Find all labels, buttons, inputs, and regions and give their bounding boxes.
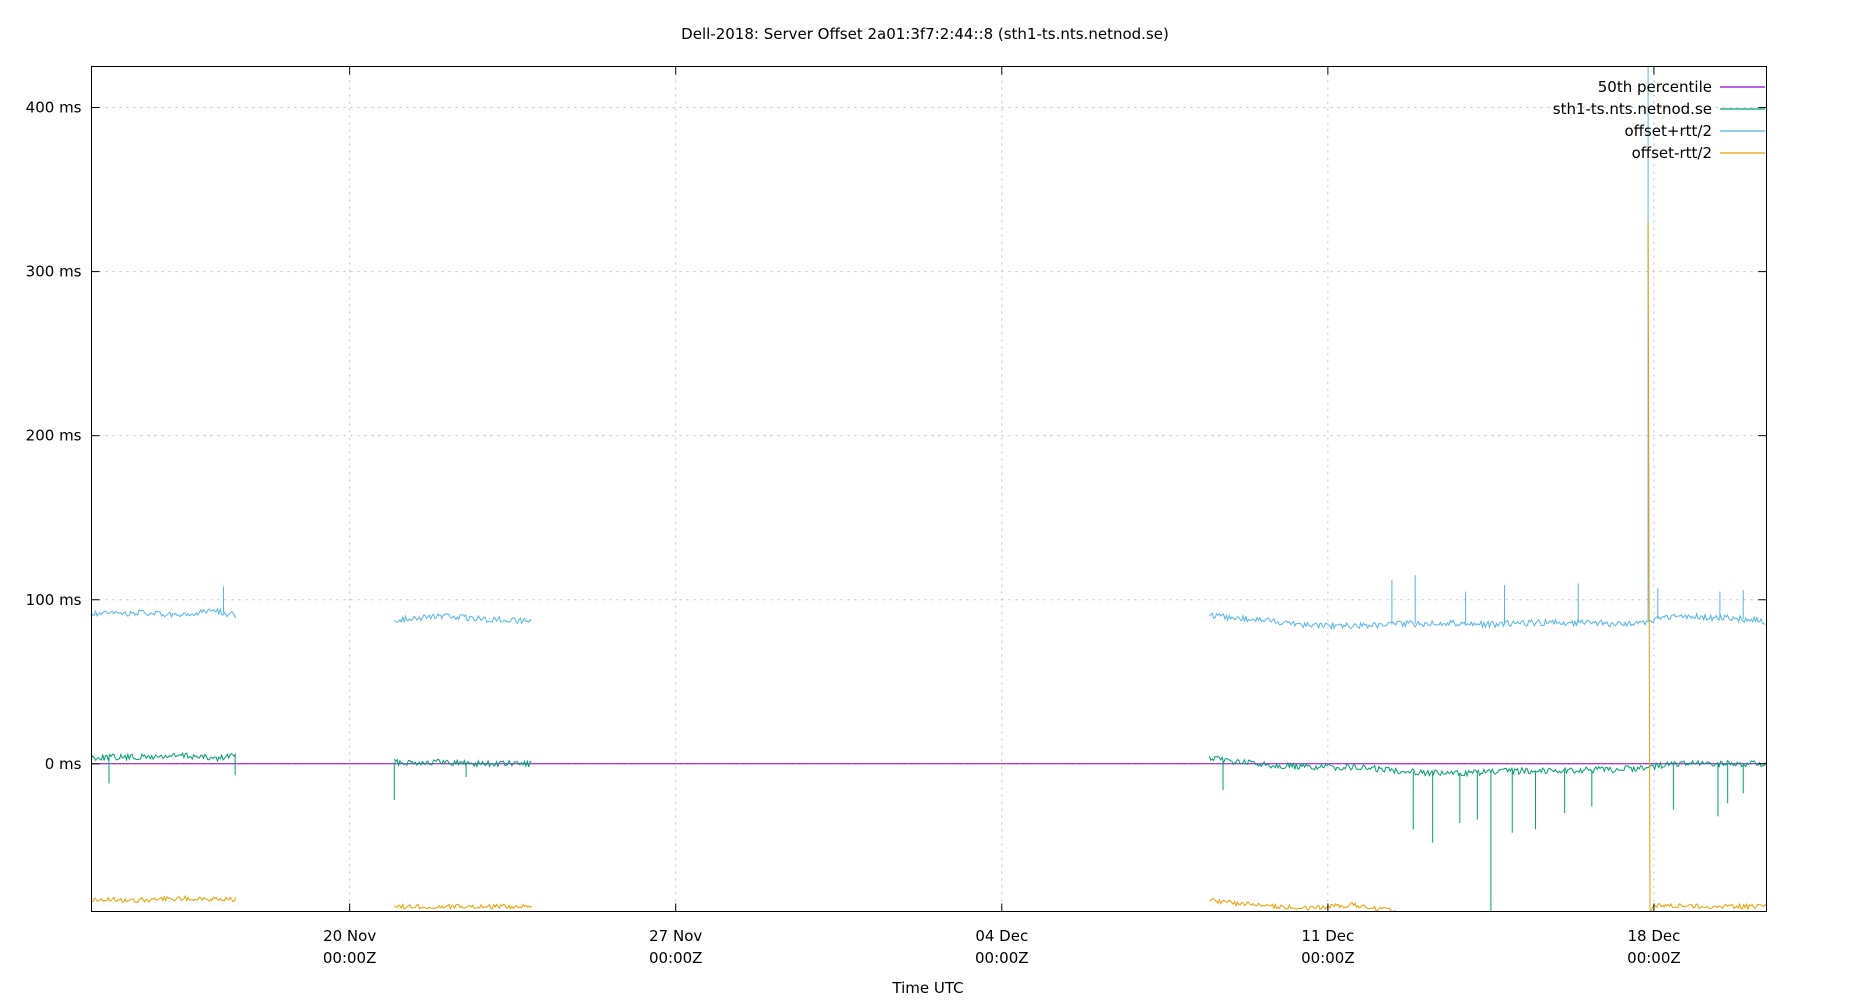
series-line	[393, 903, 532, 910]
x-tick-label: 00:00Z	[323, 949, 377, 967]
x-tick-label: 27 Nov	[649, 927, 702, 945]
series-1	[91, 751, 1766, 912]
x-tick-label: 04 Dec	[975, 927, 1028, 945]
y-tick-label: 200 ms	[26, 427, 82, 445]
x-axis-label: Time UTC	[891, 979, 963, 997]
series-line	[1209, 897, 1398, 912]
x-tick-label: 00:00Z	[1301, 949, 1355, 967]
series-layer	[91, 66, 1767, 912]
x-tick-label: 11 Dec	[1301, 927, 1354, 945]
y-tick-label: 0 ms	[45, 755, 82, 773]
series-line	[393, 613, 532, 625]
series-3	[91, 222, 1767, 912]
series-line	[1209, 755, 1766, 778]
series-line	[91, 751, 237, 763]
grid	[91, 66, 1767, 912]
axes: 0 ms 100 ms 200 ms 300 ms 400 ms 20 Nov 00:00Z…	[26, 66, 1767, 967]
x-tick-label: 00:00Z	[1627, 949, 1681, 967]
legend-label: sth1-ts.nts.netnod.se	[1553, 100, 1712, 118]
legend-label: offset-rtt/2	[1632, 144, 1712, 162]
y-tick-label: 100 ms	[26, 591, 82, 609]
x-tick-label: 18 Dec	[1627, 927, 1680, 945]
chart-title: Dell-2018: Server Offset 2a01:3f7:2:44::…	[681, 25, 1169, 43]
legend-label: 50th percentile	[1598, 78, 1712, 96]
y-tick-label: 300 ms	[26, 263, 82, 281]
legend-label: offset+rtt/2	[1624, 122, 1712, 140]
plot-frame	[91, 66, 1767, 912]
series-line	[393, 758, 532, 769]
x-tick-label: 00:00Z	[649, 949, 703, 967]
y-tick-label: 400 ms	[26, 99, 82, 117]
x-tick-label: 00:00Z	[975, 949, 1029, 967]
series-line	[1209, 611, 1766, 630]
series-line	[91, 894, 237, 903]
x-tick-label: 20 Nov	[323, 927, 376, 945]
series-line	[91, 607, 237, 619]
series-line	[1647, 222, 1767, 912]
legend: 50th percentile sth1-ts.nts.netnod.se offs…	[1553, 78, 1765, 162]
